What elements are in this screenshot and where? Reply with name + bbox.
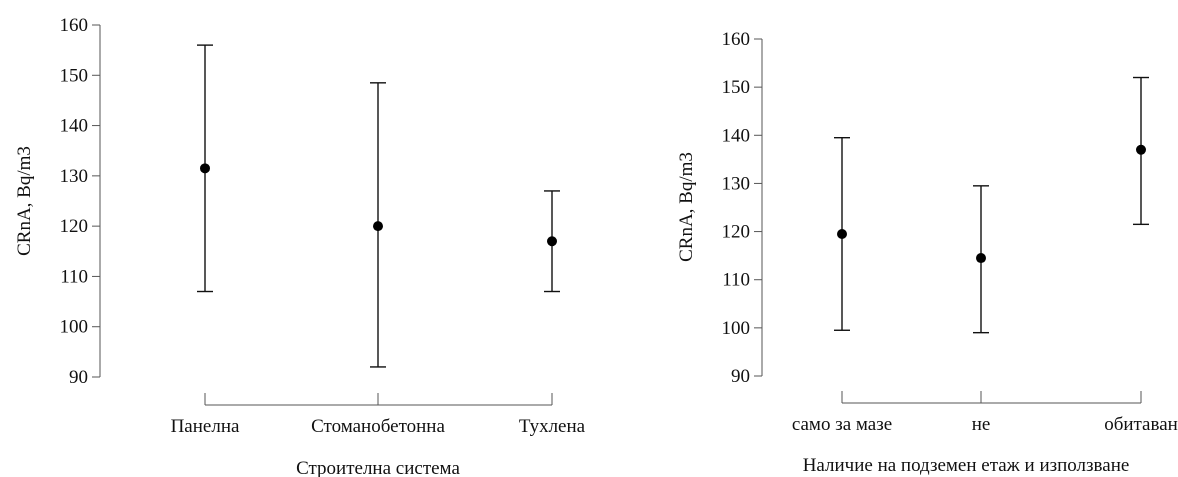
data-point [200,163,210,174]
y-axis: 90 100 110 120 130 140 150 160 [722,29,763,387]
y-tick-label: 160 [722,29,751,50]
data-point [837,228,847,239]
error-bar [1133,76,1149,226]
x-tick-label: Тухлена [519,416,586,437]
data-point [976,253,986,264]
data-point [547,236,557,247]
x-tick-label: само за мазе [792,414,892,435]
error-bar [544,190,560,293]
y-tick-label: 100 [60,317,89,338]
y-tick-label: 140 [722,125,751,146]
x-tick-label: не [972,414,991,435]
y-tick-label: 120 [722,222,751,243]
y-tick-label: 120 [60,216,89,237]
error-bar [197,44,213,293]
y-tick-label: 100 [722,318,751,339]
x-tick-label: Панелна [171,416,240,437]
y-tick-label: 90 [731,366,750,387]
y-tick-label: 110 [60,266,88,287]
error-bar [834,136,850,331]
error-bar-series [834,76,1149,334]
chart-panel-basement: 90 100 110 120 130 140 150 160 само за мазе не об… [676,29,1178,476]
y-tick-label: 90 [69,367,88,388]
y-tick-label: 150 [60,65,89,86]
x-axis-title: Наличие на подземен етаж и използване [803,455,1130,476]
y-axis-title: CRnA, Bq/m3 [14,146,35,256]
x-tick-label: Стоманобетонна [311,416,445,437]
error-bar [370,82,386,368]
data-point [1136,144,1146,155]
error-bar [973,185,989,334]
error-bar-series [197,44,560,368]
y-tick-label: 130 [722,173,751,194]
y-tick-label: 110 [722,270,750,291]
y-tick-label: 130 [60,166,89,187]
y-tick-label: 150 [722,77,751,98]
x-axis: само за мазе не обитаван [792,391,1178,435]
x-tick-label: обитаван [1104,414,1178,435]
chart-panel-construction-system: 90 100 110 120 130 140 150 160 Панелна Стоманобе… [14,15,586,477]
x-axis: Панелна Стоманобетонна Тухлена [171,393,586,437]
y-axis-title: CRnA, Bq/m3 [676,152,697,262]
y-tick-label: 160 [60,15,89,36]
y-tick-label: 140 [60,116,89,137]
data-point [373,221,383,232]
x-axis-title: Строителна система [296,458,460,477]
y-axis: 90 100 110 120 130 140 150 160 [60,15,101,388]
